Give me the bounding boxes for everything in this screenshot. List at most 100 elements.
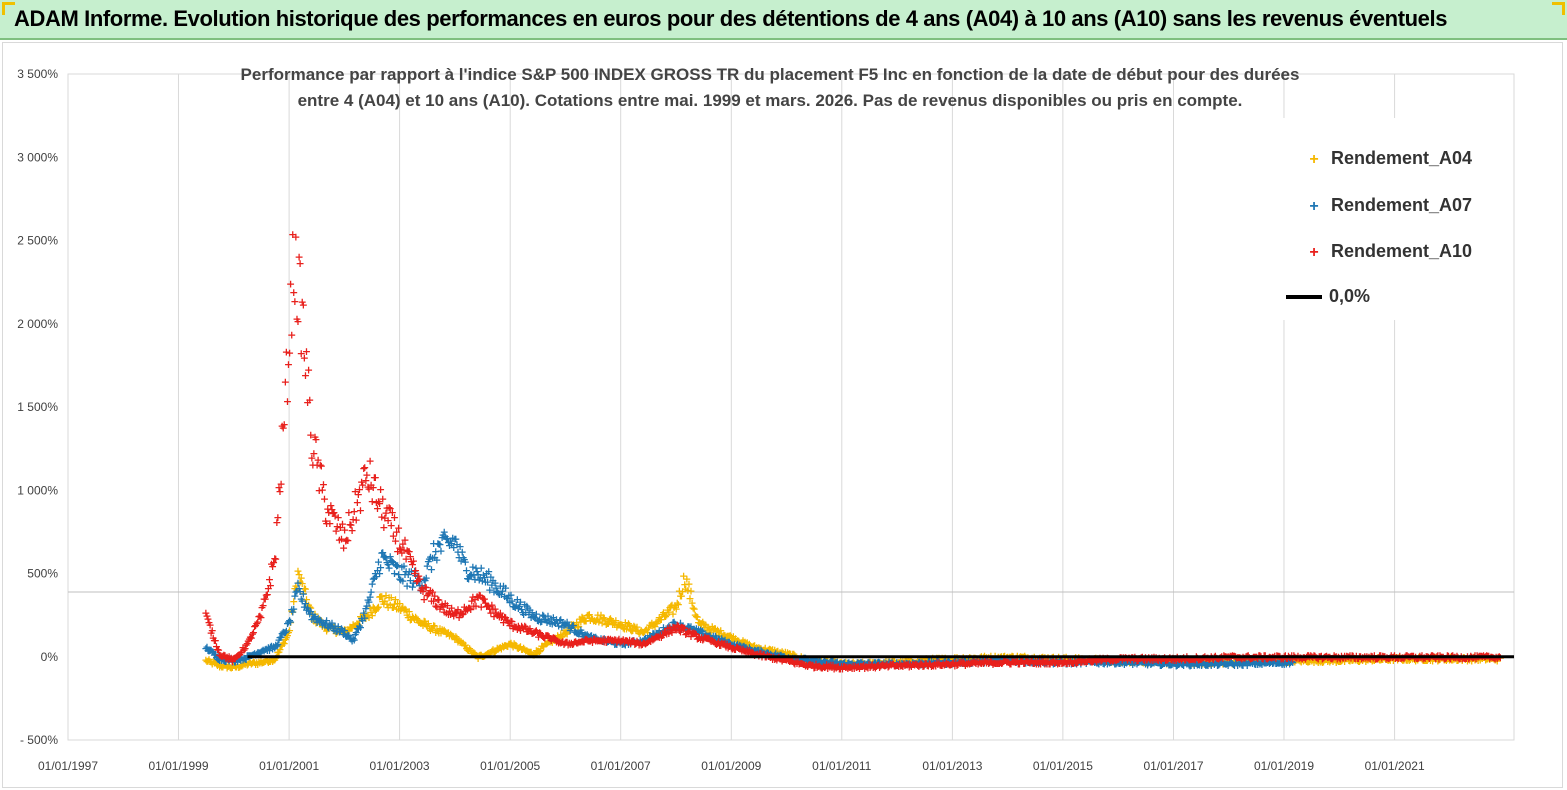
point-Rendement_A10: + (278, 419, 287, 432)
point-Rendement_A10: + (573, 637, 582, 650)
point-Rendement_A07: + (787, 653, 796, 666)
point-Rendement_A04: + (964, 652, 973, 665)
point-Rendement_A07: + (868, 658, 877, 671)
point-Rendement_A07: + (916, 658, 925, 671)
point-Rendement_A07: + (1112, 656, 1121, 669)
point-Rendement_A07: + (1136, 654, 1145, 667)
point-Rendement_A07: + (479, 569, 488, 582)
point-Rendement_A04: + (1076, 654, 1085, 667)
point-Rendement_A07: + (871, 656, 880, 669)
point-Rendement_A04: + (497, 643, 506, 656)
point-Rendement_A04: + (248, 657, 257, 670)
point-Rendement_A04: + (867, 658, 876, 671)
y-tick-label: 2 500% (17, 234, 58, 248)
point-Rendement_A07: + (877, 657, 886, 670)
point-Rendement_A07: + (1279, 656, 1288, 669)
point-Rendement_A07: + (1193, 659, 1202, 672)
point-Rendement_A07: + (1109, 656, 1118, 669)
point-Rendement_A04: + (490, 645, 499, 658)
point-Rendement_A07: + (803, 655, 812, 668)
point-Rendement_A04: + (1372, 652, 1381, 665)
point-Rendement_A04: + (927, 656, 936, 669)
point-Rendement_A04: + (1286, 654, 1295, 667)
point-Rendement_A07: + (361, 602, 370, 615)
point-Rendement_A07: + (477, 561, 486, 574)
point-Rendement_A10: + (530, 626, 539, 639)
point-Rendement_A04: + (1442, 654, 1451, 667)
point-Rendement_A07: + (1222, 657, 1231, 670)
point-Rendement_A07: + (900, 658, 909, 671)
point-Rendement_A07: + (214, 653, 223, 666)
point-Rendement_A07: + (751, 644, 760, 657)
point-Rendement_A07: + (1275, 656, 1284, 669)
point-Rendement_A04: + (543, 636, 552, 649)
point-Rendement_A07: + (603, 635, 612, 648)
point-Rendement_A07: + (683, 620, 692, 633)
point-Rendement_A04: + (296, 576, 305, 589)
point-Rendement_A04: + (536, 644, 545, 657)
point-Rendement_A10: + (359, 462, 368, 475)
point-Rendement_A07: + (697, 625, 706, 638)
point-Rendement_A04: + (1010, 652, 1019, 665)
point-Rendement_A07: + (1039, 657, 1048, 670)
point-Rendement_A07: + (264, 641, 273, 654)
point-Rendement_A04: + (381, 589, 390, 602)
point-Rendement_A07: + (495, 588, 504, 601)
point-Rendement_A07: + (1047, 656, 1056, 669)
legend-marker-a07: + (1309, 198, 1319, 215)
point-Rendement_A07: + (710, 632, 719, 645)
point-Rendement_A07: + (1156, 659, 1165, 672)
point-Rendement_A07: + (1255, 658, 1264, 671)
point-Rendement_A10: + (353, 496, 362, 509)
point-Rendement_A04: + (930, 652, 939, 665)
point-Rendement_A04: + (1440, 653, 1449, 666)
point-Rendement_A07: + (957, 657, 966, 670)
point-Rendement_A10: + (555, 635, 564, 648)
point-Rendement_A04: + (1199, 656, 1208, 669)
point-Rendement_A10: + (610, 633, 619, 646)
point-Rendement_A04: + (1376, 654, 1385, 667)
point-Rendement_A07: + (672, 622, 681, 635)
point-Rendement_A04: + (1031, 654, 1040, 667)
point-Rendement_A07: + (1002, 655, 1011, 668)
point-Rendement_A04: + (1343, 652, 1352, 665)
point-Rendement_A07: + (485, 584, 494, 597)
point-Rendement_A04: + (1184, 656, 1193, 669)
point-Rendement_A04: + (693, 610, 702, 623)
point-Rendement_A04: + (610, 618, 619, 631)
point-Rendement_A04: + (1106, 653, 1115, 666)
point-Rendement_A04: + (282, 631, 291, 644)
point-Rendement_A10: + (343, 534, 352, 547)
point-Rendement_A07: + (785, 652, 794, 665)
point-Rendement_A04: + (709, 623, 718, 636)
point-Rendement_A07: + (1147, 657, 1156, 670)
point-Rendement_A10: + (513, 623, 522, 636)
point-Rendement_A04: + (858, 655, 867, 668)
point-Rendement_A07: + (273, 638, 282, 651)
point-Rendement_A04: + (760, 644, 769, 657)
point-Rendement_A04: + (332, 627, 341, 640)
point-Rendement_A10: + (404, 545, 413, 558)
point-Rendement_A07: + (1169, 656, 1178, 669)
point-Rendement_A04: + (1095, 655, 1104, 668)
point-Rendement_A10: + (319, 478, 328, 491)
point-Rendement_A10: + (585, 635, 594, 648)
point-Rendement_A04: + (1146, 657, 1155, 670)
point-Rendement_A04: + (481, 649, 490, 662)
point-Rendement_A04: + (1188, 655, 1197, 668)
point-Rendement_A04: + (486, 646, 495, 659)
point-Rendement_A07: + (261, 643, 270, 656)
point-Rendement_A10: + (489, 610, 498, 623)
point-Rendement_A10: + (606, 633, 615, 646)
point-Rendement_A04: + (1276, 655, 1285, 668)
point-Rendement_A04: + (1478, 652, 1487, 665)
point-Rendement_A10: + (345, 518, 354, 531)
point-Rendement_A07: + (546, 617, 555, 630)
point-Rendement_A04: + (706, 622, 715, 635)
point-Rendement_A07: + (653, 627, 662, 640)
point-Rendement_A04: + (1222, 656, 1231, 669)
point-Rendement_A07: + (370, 571, 379, 584)
point-Rendement_A04: + (826, 656, 835, 669)
point-Rendement_A07: + (721, 636, 730, 649)
